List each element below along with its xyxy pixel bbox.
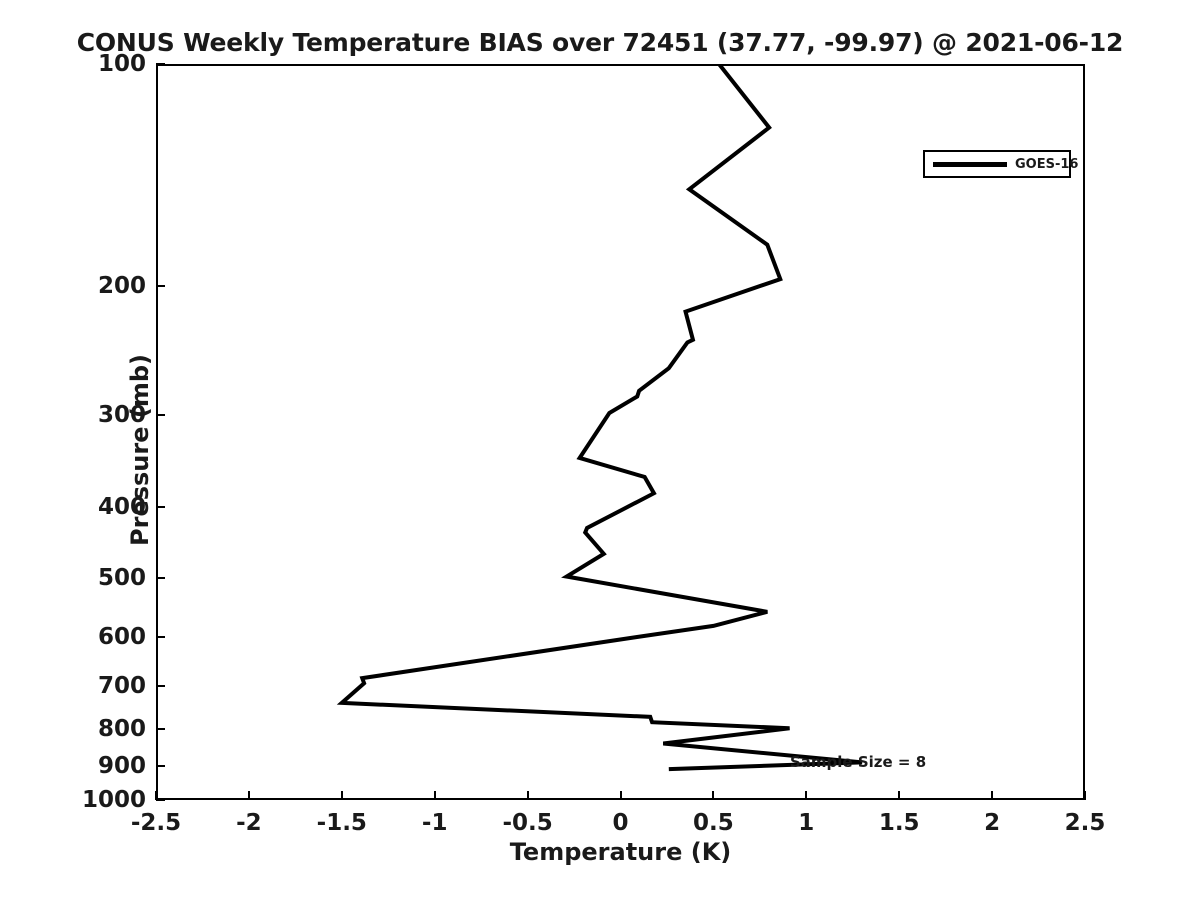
x-tick-mark: [1084, 791, 1086, 800]
y-tick-mark: [156, 414, 165, 417]
y-tick-label: 700: [97, 672, 146, 699]
x-tick-label: 2.5: [1064, 810, 1106, 836]
x-tick-label: -2.5: [130, 810, 182, 836]
y-tick-mark: [156, 727, 165, 730]
y-tick-label: 800: [97, 715, 146, 742]
y-axis-label: Pressure (mb): [125, 354, 154, 546]
x-tick-mark: [712, 791, 715, 800]
y-tick-mark: [156, 799, 165, 801]
x-axis-label: Temperature (K): [509, 838, 732, 866]
y-tick-label: 400: [97, 494, 146, 521]
x-tick-label: -1.5: [316, 810, 367, 836]
y-tick-mark: [156, 63, 165, 65]
legend: GOES-16: [923, 150, 1078, 178]
data-line-layer: [336, 64, 863, 772]
plot-frame: [156, 64, 1085, 800]
x-tick-mark: [991, 791, 994, 800]
y-tick-label: 200: [97, 272, 146, 299]
plot-area: 100 200 300 400 500 600 700 800 900 1000 -2.5 -2 -1…: [82, 51, 1105, 836]
y-tick-label: 300: [97, 402, 146, 429]
legend-line-swatch: [933, 161, 1007, 167]
y-tick-label: 900: [97, 753, 146, 780]
series-line-goes-16: [336, 64, 863, 772]
y-tick-mark: [156, 765, 165, 768]
y-tick-mark: [156, 635, 165, 638]
y-tick-mark: [156, 684, 165, 687]
x-tick-label: -0.5: [502, 810, 553, 836]
x-tick-mark: [526, 791, 529, 800]
sample-size-annotation: Sample Size = 8: [790, 753, 927, 771]
y-tick-mark: [156, 506, 165, 509]
y-tick-mark: [156, 284, 165, 287]
x-tick-label: 1.5: [878, 810, 920, 836]
x-tick-label: -2: [236, 810, 262, 836]
x-tick-label: 2: [984, 810, 1001, 836]
x-tick-mark: [247, 791, 250, 800]
y-tick-label: 600: [97, 623, 146, 650]
x-tick-label: -1: [421, 810, 448, 836]
x-tick-label: 0: [612, 810, 629, 836]
x-tick-mark: [805, 791, 808, 800]
x-tick-mark: [433, 791, 436, 800]
x-tick-label: 1: [798, 810, 815, 836]
chart-title: CONUS Weekly Temperature BIAS over 72451…: [76, 28, 1124, 57]
x-tick-label: 0.5: [693, 810, 734, 836]
x-tick-mark: [340, 791, 343, 800]
x-tick-mark: [155, 791, 157, 800]
legend-label: GOES-16: [1015, 156, 1079, 172]
y-tick-label: 500: [97, 565, 146, 592]
x-tick-mark: [898, 791, 901, 800]
y-tick-label: 1000: [81, 787, 146, 813]
y-tick-label: 100: [97, 51, 146, 77]
y-tick-mark: [156, 577, 165, 580]
x-tick-mark: [619, 791, 622, 800]
